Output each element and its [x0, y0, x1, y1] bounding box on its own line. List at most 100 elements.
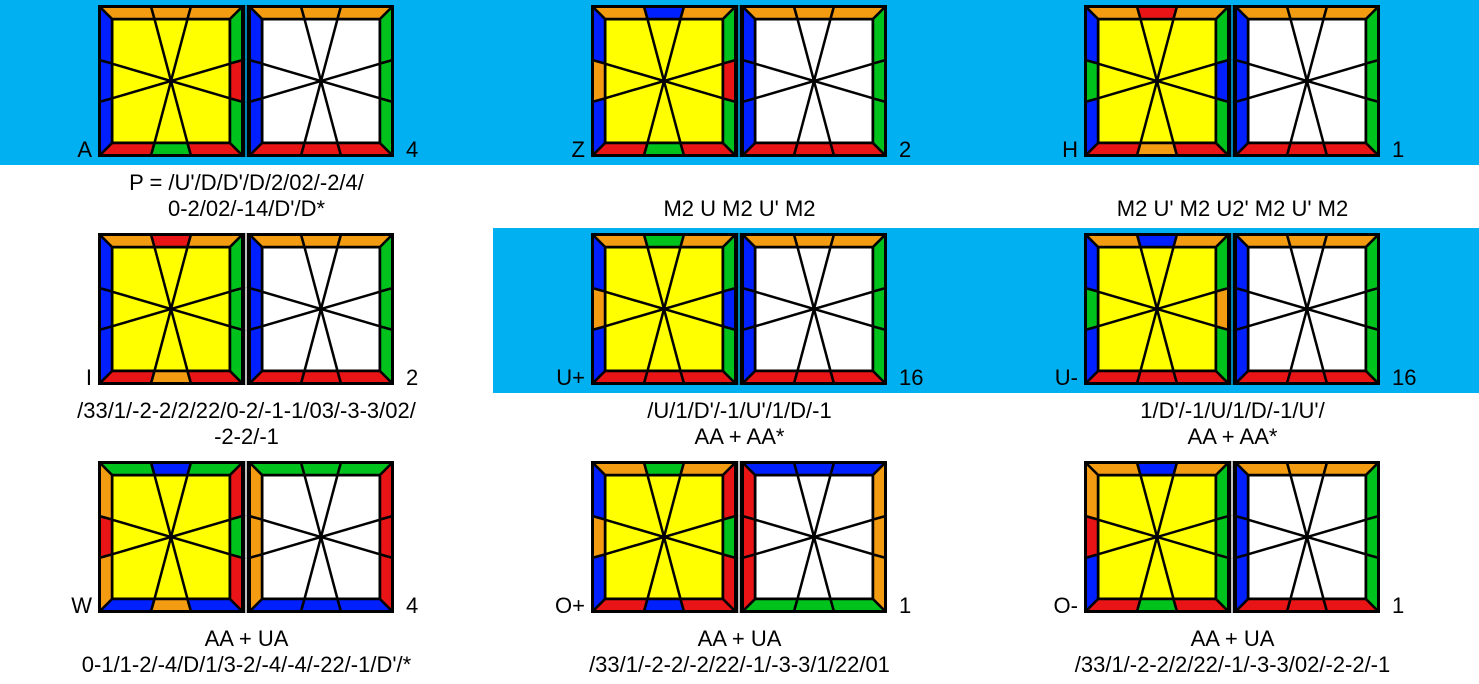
bottom-face-diagram [739, 5, 887, 157]
case-cell: U- 16 1/D'/-1/U/1/D/-1/U'/AA + AA* [986, 228, 1479, 456]
algorithm-line-2: -2-2/-1 [214, 424, 279, 449]
case-cell: A 4 P = /U'/D/D'/D/2/02/-2/4/0-2/02/-14/D'… [0, 0, 493, 228]
center-divider-line [1247, 518, 1367, 556]
bottom-face-diagram [246, 233, 394, 385]
face-outline [248, 461, 394, 613]
face-outline [248, 5, 394, 157]
top-face-diagram [1084, 5, 1232, 157]
cube-diagram [98, 233, 394, 385]
cube-diagram [591, 233, 887, 385]
edge-sticker-right-3 [871, 97, 887, 157]
case-cell: I 2/33/1/-2-2/2/22/0-2/-1-1/03/-3-3/02/-2… [0, 228, 493, 456]
top-face-diagram [98, 233, 246, 385]
case-cell: U+ 16/U/1/D'/-1/U'/1/D/-1 AA + AA* [493, 228, 986, 456]
algorithm-line-2: 0-2/02/-14/D'/D* [167, 196, 326, 221]
bottom-face-diagram [1232, 5, 1380, 157]
edge-sticker-left-3 [1084, 553, 1100, 613]
algorithm-line-1: /33/1/-2-2/2/22/0-2/-1-1/03/-3-3/02/ [77, 398, 416, 423]
case-cell: H 1 M2 U' M2 U2' M2 U' M2 [986, 0, 1479, 228]
algorithm-line-2: /33/1/-2-2/-2/22/-1/-3-3/1/22/01 [589, 652, 890, 677]
edge-sticker-left-3 [591, 325, 607, 385]
face-outline [1234, 233, 1380, 385]
face-outline [1084, 5, 1230, 157]
center-divider-line [1097, 290, 1217, 328]
edge-sticker-left-3 [1084, 97, 1100, 157]
center-divider-line [1097, 518, 1217, 556]
case-cell: Z 2 M2 U M2 U' M2 [493, 0, 986, 228]
case-cell: W 4 AA + UA 0-1/1-2/-4/D/1/3-2/-4/-4/-22/-1… [0, 456, 493, 684]
face-outline [591, 233, 737, 385]
edge-sticker-left-3 [591, 97, 607, 157]
face-outline [248, 233, 394, 385]
face-outline [741, 233, 887, 385]
case-cell: O- 1 AA + UA/33/1/-2-2/2/22/-1/-3-3/02/-2-… [986, 456, 1479, 684]
bottom-face-diagram [246, 5, 394, 157]
bottom-face-diagram [1232, 461, 1380, 613]
case-cell: O+ 1 AA + UA/33/1/-2-2/-2/22/-1/-3-3/1/22/… [493, 456, 986, 684]
cube-diagram [1084, 5, 1380, 157]
edge-sticker-right-3 [1364, 97, 1380, 157]
center-divider-line [1247, 290, 1367, 328]
case-name: A [77, 137, 92, 162]
face-outline [741, 461, 887, 613]
algorithm-line-2: M2 U' M2 U2' M2 U' M2 [1116, 196, 1349, 221]
algorithm-line-2: AA + AA* [694, 424, 785, 449]
bottom-face-diagram [246, 461, 394, 613]
algorithm-line-1: AA + UA [204, 626, 289, 651]
edge-sticker-left-3 [591, 553, 607, 613]
case-name: O- [1053, 593, 1078, 618]
top-face-diagram [1084, 461, 1232, 613]
face-outline [98, 461, 244, 613]
algorithm-line-2: M2 U M2 U' M2 [663, 196, 816, 221]
face-outline [1234, 5, 1380, 157]
case-count: 16 [899, 365, 924, 390]
algorithm-line-1: AA + UA [697, 626, 782, 651]
edge-sticker-left-3 [98, 97, 114, 157]
edge-sticker-right-3 [1364, 325, 1380, 385]
case-count: 1 [1392, 137, 1405, 162]
top-face-diagram [591, 233, 739, 385]
face-outline [1234, 461, 1380, 613]
case-count: 4 [406, 593, 419, 618]
algorithm-line-1: /U/1/D'/-1/U'/1/D/-1 [647, 398, 832, 423]
top-face-diagram [1084, 233, 1232, 385]
algorithm-line-1: P = /U'/D/D'/D/2/02/-2/4/ [129, 170, 364, 195]
face-outline [98, 5, 244, 157]
bottom-face-diagram [1232, 233, 1380, 385]
center-divider-line [261, 518, 381, 556]
face-outline [98, 233, 244, 385]
edge-sticker-right-3 [378, 325, 394, 385]
cube-diagram [1084, 233, 1380, 385]
center-divider-line [261, 290, 381, 328]
case-count: 4 [406, 137, 419, 162]
cube-diagram [591, 5, 887, 157]
face-outline [1084, 233, 1230, 385]
center-divider-line [754, 518, 874, 556]
edge-sticker-right-3 [378, 553, 394, 613]
highlight-band-row-1 [0, 0, 1479, 165]
edge-sticker-left-3 [1084, 325, 1100, 385]
bottom-face-diagram [739, 461, 887, 613]
center-divider-line [604, 290, 724, 328]
algorithm-line-2: /33/1/-2-2/2/22/-1/-3-3/02/-2-2/-1 [1074, 652, 1391, 677]
top-face-diagram [98, 461, 246, 613]
edge-sticker-left-3 [98, 325, 114, 385]
center-divider-line [261, 62, 381, 100]
algorithm-line-2: AA + AA* [1187, 424, 1278, 449]
case-count: 2 [406, 365, 419, 390]
face-outline [1084, 461, 1230, 613]
top-face-diagram [591, 461, 739, 613]
edge-sticker-left-3 [98, 553, 114, 613]
case-name: H [1062, 137, 1078, 162]
bottom-face-diagram [739, 233, 887, 385]
case-name: Z [571, 137, 585, 162]
face-outline [741, 5, 887, 157]
center-divider-line [111, 518, 231, 556]
cube-diagram [1084, 461, 1380, 613]
edge-sticker-right-3 [871, 325, 887, 385]
edge-sticker-right-3 [1364, 553, 1380, 613]
face-outline [591, 5, 737, 157]
case-count: 2 [899, 137, 912, 162]
edge-sticker-right-3 [871, 553, 887, 613]
center-divider-line [1097, 62, 1217, 100]
